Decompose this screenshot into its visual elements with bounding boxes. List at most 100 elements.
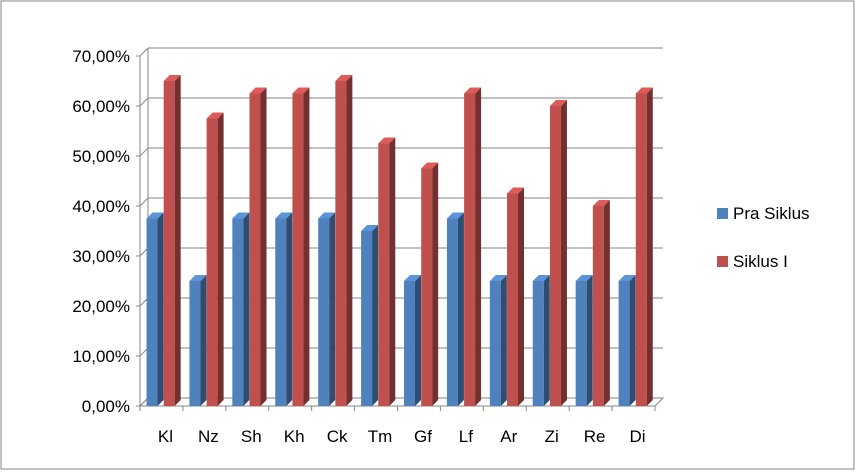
bar-front [146,218,158,406]
bar-side [432,162,439,406]
bar [421,162,439,406]
bar [335,75,353,406]
bar [318,212,336,406]
gridline-side [139,147,149,157]
bar-front [507,193,519,406]
bar [507,187,525,406]
bar [232,212,250,406]
bar-top [378,137,396,144]
y-tick-label: 0,00% [82,397,130,416]
x-tick-label: Di [630,427,646,446]
bar [446,212,464,406]
bar-top [232,212,250,219]
bar-front [421,168,433,406]
bar-side [286,212,293,406]
y-tick-label: 50,00% [72,147,130,166]
y-tick-label: 20,00% [72,297,130,316]
bar-side [518,187,525,406]
x-tick-label: Kl [158,427,173,446]
bar [592,200,610,406]
bar-side [543,275,550,406]
bar-front [249,93,261,406]
bar-top [189,275,207,281]
bar-front [318,218,330,406]
y-tick-label: 10,00% [72,347,130,366]
bar-top [618,275,636,281]
bar-front [532,281,544,406]
x-tick-label: Lf [459,427,473,446]
bar-front [163,81,175,406]
bar-top [249,87,267,94]
bar-top [275,212,293,219]
bar-top [292,87,310,94]
x-tick-label: Nz [198,427,219,446]
bar [404,275,422,406]
bar-side [389,137,396,406]
bar-top [592,200,610,206]
bar-top [318,212,336,219]
x-tick-labels: Kl Nz Sh Kh Ck Tm Gf Lf Ar Zi Re Di [158,427,646,446]
bar-side [243,212,250,406]
bar-front [206,118,218,406]
bar-side [260,87,267,406]
bar-top [446,212,464,219]
bar [378,137,396,406]
bar-front [335,81,347,406]
bar-top [361,225,379,231]
bar-front [361,231,373,406]
legend: Pra Siklus Siklus I [717,204,810,271]
bar-top [146,212,164,219]
bar-top [489,275,507,281]
bar-side [629,275,636,406]
x-tick-label: Sh [241,427,262,446]
bar [532,275,550,406]
bar-front [378,143,390,406]
legend-swatch [717,208,728,219]
bar-front [592,206,604,406]
bar-side [346,75,353,406]
bar-side [457,212,464,406]
legend-label: Pra Siklus [733,204,810,223]
bar-top [206,112,224,119]
bars [146,75,653,406]
bar-front [292,93,304,406]
bar [146,212,164,406]
bar-side [303,87,310,406]
bar-side [157,212,164,406]
bar-side [174,75,181,406]
bar-top [464,87,482,94]
bar-side [217,112,224,406]
x-tick-label: Re [584,427,606,446]
bar [618,275,636,406]
bar-top [421,162,439,169]
bar-top [575,275,593,281]
y-tick-label: 40,00% [72,197,130,216]
bar-top [163,75,181,81]
bar-top [635,87,653,94]
bar-front [446,218,458,406]
bar [549,100,567,406]
bar-top [404,275,422,281]
bar [292,87,310,406]
bar [189,275,207,406]
bar-front [275,218,287,406]
y-tick-label: 60,00% [72,97,130,116]
legend-label: Siklus I [733,252,788,271]
bar-front [404,281,416,406]
x-tick-label: Zi [545,427,559,446]
legend-swatch [717,256,728,267]
bar-top [507,187,525,194]
bar [575,275,593,406]
bar [275,212,293,406]
bar-side [586,275,593,406]
bar [635,87,653,406]
x-tick-label: Ck [327,427,348,446]
bar-side [415,275,422,406]
y-tick-label: 30,00% [72,247,130,266]
bar-top [532,275,550,281]
bar-side [475,87,482,406]
bar [163,75,181,406]
gridline-side [139,197,149,207]
